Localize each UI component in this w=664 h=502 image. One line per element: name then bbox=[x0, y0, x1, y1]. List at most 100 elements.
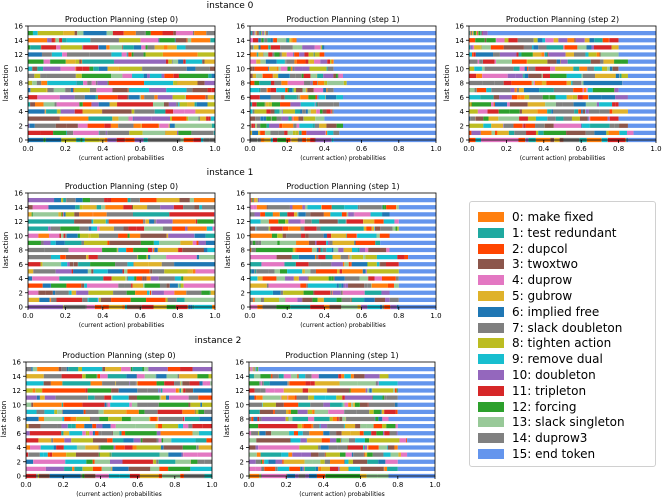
x-axis-label: (current action) probabilities bbox=[79, 322, 165, 329]
bar-segment bbox=[26, 466, 46, 472]
bar-segment bbox=[394, 445, 398, 450]
bar-segment bbox=[512, 59, 527, 64]
bar-segment bbox=[599, 52, 601, 57]
bar-segment bbox=[472, 30, 474, 36]
y-axis-label: last action bbox=[224, 65, 232, 101]
bar-segment bbox=[302, 466, 305, 472]
bar-segment bbox=[371, 395, 373, 400]
bar-segment bbox=[472, 45, 475, 50]
bar-segment bbox=[263, 116, 267, 121]
bar-segment bbox=[267, 38, 271, 43]
bar-segment bbox=[204, 459, 212, 464]
bar-segment bbox=[254, 109, 267, 114]
bar-segment bbox=[133, 45, 142, 50]
y-tick-label: 16 bbox=[12, 359, 21, 367]
bar-segment bbox=[251, 45, 252, 50]
bar-segment bbox=[195, 219, 198, 224]
bar-segment bbox=[26, 423, 29, 429]
bar-segment bbox=[300, 226, 305, 231]
bar-segment bbox=[283, 290, 304, 295]
bar-segment bbox=[322, 45, 325, 50]
bar-segment bbox=[203, 247, 208, 253]
bar-segment bbox=[66, 366, 69, 372]
bar-segment bbox=[250, 95, 260, 100]
bar-segment bbox=[254, 66, 269, 71]
bar-segment bbox=[130, 297, 147, 303]
bar-segment bbox=[84, 95, 96, 100]
bar-segment bbox=[144, 30, 146, 36]
bar-segment bbox=[609, 38, 619, 43]
bar-segment bbox=[260, 59, 266, 64]
bar-segment bbox=[38, 438, 52, 443]
bar-segment bbox=[304, 269, 311, 274]
bar-segment bbox=[211, 123, 215, 128]
bar-segment bbox=[89, 52, 112, 57]
bar-segment bbox=[274, 52, 280, 57]
bar-segment bbox=[88, 116, 113, 121]
bar-segment bbox=[296, 87, 303, 93]
bar-segment bbox=[135, 290, 148, 295]
bar-segment bbox=[51, 297, 57, 303]
bar-segment bbox=[299, 123, 313, 128]
bar-segment bbox=[43, 66, 61, 71]
bar-segment bbox=[319, 109, 323, 114]
bar-segment bbox=[325, 254, 333, 260]
bar-segment bbox=[166, 283, 170, 288]
bar-segment bbox=[478, 30, 481, 36]
bar-segment bbox=[389, 290, 436, 295]
bar-segment bbox=[43, 452, 48, 457]
bar-segment bbox=[344, 402, 349, 407]
y-tick-label: 8 bbox=[19, 80, 23, 88]
bar-segment bbox=[98, 431, 102, 436]
y-tick-label: 2 bbox=[241, 122, 245, 130]
bar-segment bbox=[287, 395, 289, 400]
bar-segment bbox=[395, 409, 398, 415]
bar-segment bbox=[312, 297, 318, 303]
bar-segment bbox=[260, 212, 266, 217]
bar-segment bbox=[303, 290, 314, 295]
bar-segment bbox=[547, 116, 556, 121]
bar-segment bbox=[76, 73, 82, 79]
bar-segment bbox=[75, 452, 99, 457]
bar-segment bbox=[249, 431, 252, 436]
bar-segment bbox=[337, 416, 339, 422]
bar-segment bbox=[487, 109, 499, 114]
bar-segment bbox=[261, 459, 263, 464]
bar-segment bbox=[317, 102, 319, 107]
bar-segment bbox=[260, 130, 265, 136]
bar-segment bbox=[41, 45, 57, 50]
bar-segment bbox=[321, 45, 323, 50]
x-tick-label: 0.8 bbox=[172, 145, 183, 153]
bar-segment bbox=[184, 416, 200, 422]
bar-segment bbox=[302, 87, 306, 93]
bar-segment bbox=[315, 102, 318, 107]
bar-segment bbox=[164, 269, 188, 274]
bar-segment bbox=[150, 254, 167, 260]
y-tick-label: 10 bbox=[14, 65, 23, 73]
bar-segment bbox=[253, 123, 255, 128]
bar-segment bbox=[138, 254, 147, 260]
bar-segment bbox=[298, 95, 300, 100]
bar-segment bbox=[292, 38, 297, 43]
bar-segment bbox=[493, 95, 500, 100]
bar-segment bbox=[590, 123, 610, 128]
bar-segment bbox=[262, 73, 273, 79]
legend-label: 9: remove dual bbox=[512, 352, 603, 367]
bar-segment bbox=[127, 276, 135, 281]
bar-segment bbox=[59, 95, 75, 100]
bar-segment bbox=[130, 381, 136, 386]
bar-segment bbox=[186, 116, 189, 121]
bar-segment bbox=[128, 116, 133, 121]
bar-segment bbox=[367, 459, 379, 464]
bar-segment bbox=[588, 116, 591, 121]
bar-segment bbox=[581, 80, 584, 86]
bar-segment bbox=[181, 388, 183, 393]
bar-segment bbox=[379, 233, 390, 238]
bar-segment bbox=[305, 205, 308, 210]
bar-segment bbox=[270, 38, 273, 43]
bar-segment bbox=[265, 130, 271, 136]
bar-segment bbox=[81, 283, 85, 288]
bar-segment bbox=[131, 52, 134, 57]
instance-2-title: instance 2 bbox=[194, 336, 242, 346]
x-tick-label: 0.4 bbox=[538, 145, 550, 153]
